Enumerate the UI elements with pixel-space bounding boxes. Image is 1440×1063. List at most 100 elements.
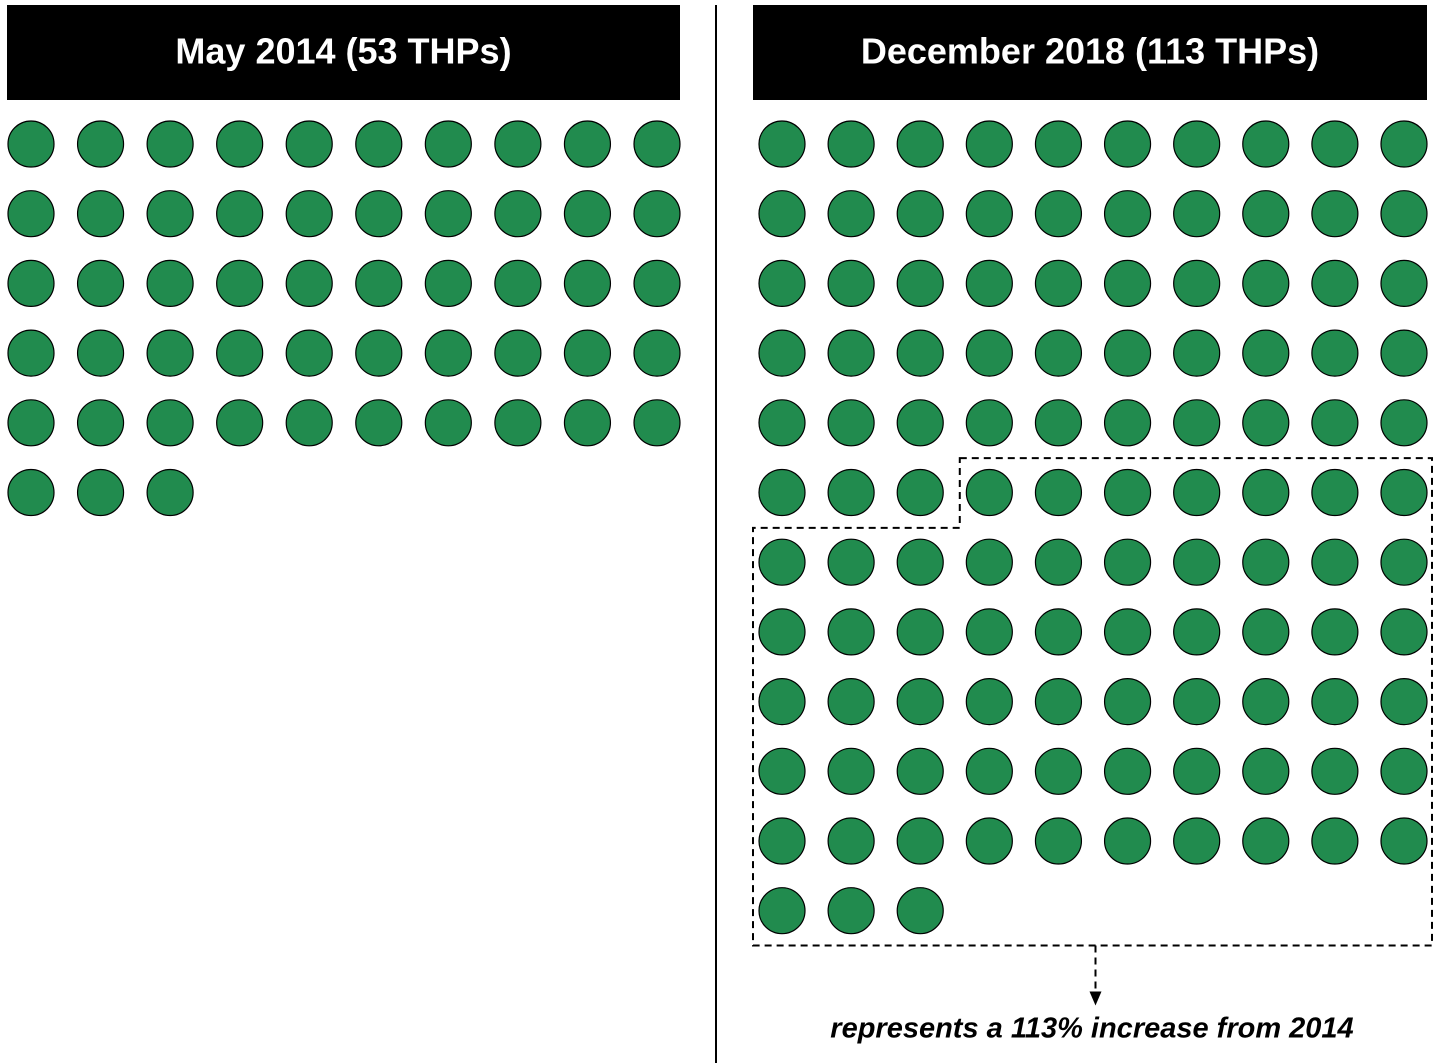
unit-dot: [965, 817, 1013, 865]
unit-dot: [494, 399, 542, 447]
unit-dot: [1242, 120, 1290, 168]
unit-dot: [285, 190, 333, 238]
unit-dot: [896, 747, 944, 795]
unit-dot: [563, 329, 612, 377]
unit-dot: [1034, 677, 1083, 726]
unit-dot: [827, 817, 875, 865]
unit-dot: [1103, 608, 1152, 656]
unit-dot: [1173, 747, 1221, 795]
unit-dot: [1380, 608, 1428, 656]
unit-dot: [1311, 677, 1359, 726]
panel-title: May 2014 (53 THPs): [175, 31, 511, 72]
unit-dot: [827, 190, 875, 238]
unit-dot: [146, 120, 194, 168]
unit-dot: [76, 120, 125, 168]
unit-dot: [146, 329, 194, 377]
unit-dot: [7, 259, 55, 307]
unit-dot: [1173, 817, 1221, 865]
unit-dot: [216, 329, 264, 377]
unit-dot: [633, 399, 681, 447]
unit-dot: [633, 259, 681, 307]
unit-dot: [1034, 399, 1083, 447]
unit-dot: [424, 259, 472, 307]
unit-dot: [1103, 817, 1152, 865]
unit-dot: [827, 538, 875, 586]
unit-dot: [216, 399, 264, 447]
unit-dot: [1242, 399, 1290, 447]
unit-dot: [758, 190, 806, 238]
unit-dot: [1034, 538, 1083, 586]
unit-dot: [827, 399, 875, 447]
unit-dot: [1311, 468, 1359, 517]
unit-dot: [146, 468, 194, 517]
unit-dot: [1173, 468, 1221, 517]
unit-dot: [216, 120, 264, 168]
unit-dot: [965, 747, 1013, 795]
unit-dot: [1380, 817, 1428, 865]
unit-dot: [285, 399, 333, 447]
panel-title: December 2018 (113 THPs): [861, 31, 1319, 72]
unit-dot: [7, 120, 55, 168]
unit-dot: [355, 399, 403, 447]
unit-dot: [1380, 329, 1428, 377]
unit-dot: [7, 468, 55, 517]
unit-dot: [494, 329, 542, 377]
unit-dot: [896, 887, 944, 935]
increase-outline: [752, 457, 1433, 947]
unit-dot: [965, 120, 1013, 168]
unit-dot: [355, 120, 403, 168]
unit-dot: [1242, 259, 1290, 307]
unit-dot: [494, 120, 542, 168]
unit-dot: [7, 190, 55, 238]
unit-dot: [965, 190, 1013, 238]
unit-dot: [1380, 120, 1428, 168]
unit-dot: [1311, 538, 1359, 586]
unit-dot: [896, 399, 944, 447]
unit-dot: [563, 259, 612, 307]
unit-dot: [285, 259, 333, 307]
unit-dot: [1380, 259, 1428, 307]
panel-header: [753, 5, 1427, 100]
unit-dot: [1034, 329, 1083, 377]
unit-dot: [216, 259, 264, 307]
unit-dot: [758, 399, 806, 447]
unit-dot: [76, 329, 125, 377]
unit-dot: [1034, 259, 1083, 307]
unit-dot: [1242, 677, 1290, 726]
panel-header: [7, 5, 680, 100]
unit-dot: [1034, 747, 1083, 795]
unit-dot: [1311, 747, 1359, 795]
unit-dot: [1380, 747, 1428, 795]
unit-dot: [285, 120, 333, 168]
unit-dot: [424, 190, 472, 238]
unit-dot: [758, 817, 806, 865]
unit-dot: [76, 259, 125, 307]
unit-dot: [1034, 120, 1083, 168]
unit-dot: [1103, 259, 1152, 307]
unit-dot: [965, 677, 1013, 726]
unit-dot: [76, 399, 125, 447]
unit-dot: [896, 120, 944, 168]
unit-dot: [1311, 399, 1359, 447]
unit-dot: [827, 259, 875, 307]
unit-dot: [1311, 120, 1359, 168]
unit-dot: [965, 468, 1013, 517]
unit-dot: [1173, 120, 1221, 168]
unit-dot: [633, 190, 681, 238]
unit-dot: [1034, 817, 1083, 865]
unit-dot: [1380, 399, 1428, 447]
unit-dot: [1311, 190, 1359, 238]
unit-dot: [1311, 608, 1359, 656]
unit-dot: [1242, 329, 1290, 377]
unit-dot: [758, 608, 806, 656]
unit-dot: [758, 538, 806, 586]
unit-dot: [7, 399, 55, 447]
unit-dot: [76, 468, 125, 517]
unit-dot: [827, 677, 875, 726]
unit-dot: [896, 190, 944, 238]
unit-dot: [1380, 468, 1428, 517]
unit-dot: [827, 468, 875, 517]
unit-dot: [1173, 329, 1221, 377]
